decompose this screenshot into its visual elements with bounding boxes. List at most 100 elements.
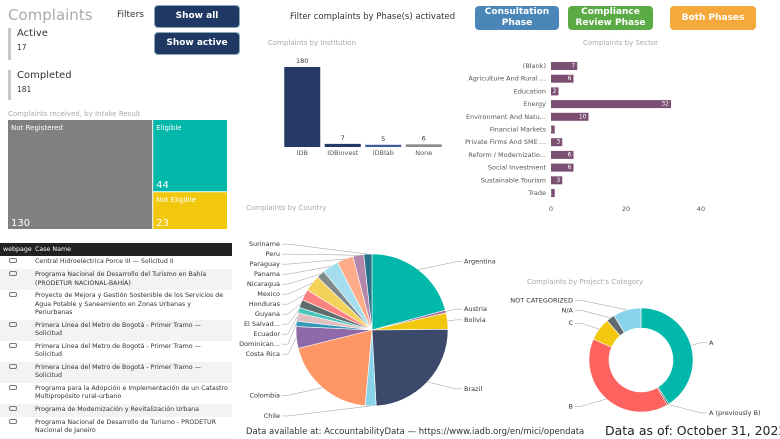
slice-label: Austria bbox=[464, 305, 487, 313]
link-icon[interactable] bbox=[9, 271, 17, 276]
slice-label: Nicaragua bbox=[247, 280, 280, 288]
link-icon[interactable] bbox=[9, 321, 17, 327]
y-tick-label: Private Firms And SME ... bbox=[465, 138, 546, 146]
bar bbox=[551, 87, 559, 96]
kpi-value: 181 bbox=[17, 85, 32, 94]
leader-line bbox=[282, 387, 323, 396]
y-tick-label: Social Investment bbox=[488, 164, 547, 172]
table-row[interactable]: Programa Nacional de Desarrollo del Turi… bbox=[0, 269, 232, 290]
table-row[interactable]: Central Hidroeléctrica Porce III — Solic… bbox=[0, 256, 232, 269]
chart-title: Complaints received, by Intake Result bbox=[8, 110, 141, 118]
link-cell[interactable] bbox=[0, 383, 32, 404]
link-cell[interactable] bbox=[0, 361, 32, 383]
link-cell[interactable] bbox=[0, 341, 32, 362]
data-label: 6 bbox=[422, 134, 426, 142]
leader-line bbox=[282, 283, 313, 295]
leader-line bbox=[445, 308, 462, 312]
chart-title: Complaints by Project's Category bbox=[527, 278, 643, 286]
link-icon[interactable] bbox=[9, 418, 17, 424]
table-row[interactable]: Programa Nacional de Desarrollo de Turis… bbox=[0, 417, 232, 438]
table-row[interactable]: Primera Línea del Metro de Bogotá - Prim… bbox=[0, 341, 232, 362]
link-cell[interactable] bbox=[0, 437, 32, 439]
slice-label: Guyana bbox=[255, 310, 280, 318]
link-icon[interactable] bbox=[9, 405, 17, 411]
leader-line bbox=[575, 310, 611, 319]
link-icon[interactable] bbox=[9, 363, 17, 369]
page-title: Complaints bbox=[8, 6, 93, 24]
kpi-value: 17 bbox=[17, 43, 27, 52]
phase-button[interactable]: Consultation Phase bbox=[475, 6, 559, 30]
slice-label: Paraguay bbox=[250, 260, 280, 268]
x-tick-label: IDB bbox=[297, 149, 308, 157]
chart-title: Complaints by Sector bbox=[583, 39, 658, 47]
leader-line bbox=[282, 316, 298, 335]
pie-slice bbox=[363, 253, 373, 331]
case-name: Primera Línea del Metro de Bogotá - Prim… bbox=[35, 342, 201, 359]
data-label: 6 bbox=[568, 151, 572, 158]
table-row[interactable]: Primera Línea del Metro de Bogotá - Prim… bbox=[0, 361, 232, 383]
link-cell[interactable] bbox=[0, 290, 32, 320]
bar bbox=[551, 189, 555, 197]
link-cell[interactable] bbox=[0, 417, 32, 438]
tile-value: 44 bbox=[156, 180, 169, 191]
table-row[interactable]: Primera Línea del Metro de Bogotá - Prim… bbox=[0, 319, 232, 341]
phase-button[interactable]: Compliance Review Phase bbox=[568, 6, 653, 30]
leader-line bbox=[447, 319, 462, 322]
pie-slice bbox=[588, 338, 668, 413]
table-row[interactable]: Programa de Modernización y Revitalizaci… bbox=[0, 403, 232, 417]
case-name: Proyecto de Mejora y Gestión Sostenible … bbox=[35, 292, 224, 316]
case-name: Programa de Modernización y Revitalizaci… bbox=[32, 403, 232, 417]
pie-slice bbox=[640, 307, 694, 405]
link-cell[interactable] bbox=[0, 403, 32, 417]
data-label: 3 bbox=[556, 177, 560, 184]
slice-label: Brazil bbox=[464, 385, 482, 393]
data-label: 2 bbox=[553, 88, 557, 95]
treemap-tile bbox=[153, 192, 227, 229]
link-cell[interactable] bbox=[0, 319, 32, 341]
bar bbox=[365, 144, 402, 147]
case-name: Primera Línea del Metro de Bogotá - Prim… bbox=[32, 361, 232, 383]
link-icon[interactable] bbox=[9, 292, 17, 297]
table-row[interactable]: Programa de Saneamiento Ambiental de la … bbox=[0, 437, 232, 439]
slice-label: Argentina bbox=[464, 258, 496, 266]
phase-button[interactable]: Both Phases bbox=[670, 6, 756, 30]
data-label: 1 bbox=[549, 190, 553, 197]
kpi-label: Completed bbox=[17, 70, 72, 81]
table-row[interactable]: Programa para la Adopción e Implementaci… bbox=[0, 383, 232, 404]
slice-label: Suriname bbox=[249, 240, 280, 248]
y-tick-label: Trade bbox=[527, 189, 546, 197]
link-icon[interactable] bbox=[9, 258, 17, 263]
slice-label: Colombia bbox=[249, 391, 280, 399]
y-tick-label: Agriculture And Rural ... bbox=[468, 75, 546, 83]
slice-label: El Salvad... bbox=[244, 320, 280, 328]
leader-line bbox=[282, 303, 301, 315]
slice-label: B bbox=[569, 402, 573, 410]
show-active-button[interactable]: Show active bbox=[154, 32, 240, 55]
data-label: 32 bbox=[661, 101, 669, 108]
kpi-label: Active bbox=[17, 28, 48, 39]
slice-label: Honduras bbox=[249, 300, 281, 308]
leader-line bbox=[282, 258, 346, 265]
link-icon[interactable] bbox=[9, 384, 17, 390]
leader-line bbox=[282, 243, 368, 255]
bar bbox=[405, 144, 442, 147]
show-all-button[interactable]: Show all bbox=[154, 5, 240, 28]
link-icon[interactable] bbox=[9, 342, 17, 348]
link-cell[interactable] bbox=[0, 269, 32, 290]
y-tick-label: Financial Markets bbox=[490, 126, 547, 134]
slice-label: C bbox=[568, 319, 573, 327]
link-cell[interactable] bbox=[0, 256, 32, 269]
treemap-tile bbox=[153, 120, 227, 192]
as-of-date: Data as of: October 31, 2022 bbox=[605, 423, 780, 438]
chart-title: Complaints by Institution bbox=[268, 39, 356, 47]
leader-line bbox=[282, 273, 321, 285]
y-tick-label: (Blank) bbox=[523, 62, 546, 70]
leader-line bbox=[668, 404, 707, 414]
data-label: 5 bbox=[381, 135, 385, 143]
y-tick-label: Sustainable Tourism bbox=[481, 176, 546, 184]
data-label: 10 bbox=[579, 113, 587, 120]
table-row[interactable]: Proyecto de Mejora y Gestión Sostenible … bbox=[0, 290, 232, 320]
tile-value: 23 bbox=[156, 218, 169, 229]
